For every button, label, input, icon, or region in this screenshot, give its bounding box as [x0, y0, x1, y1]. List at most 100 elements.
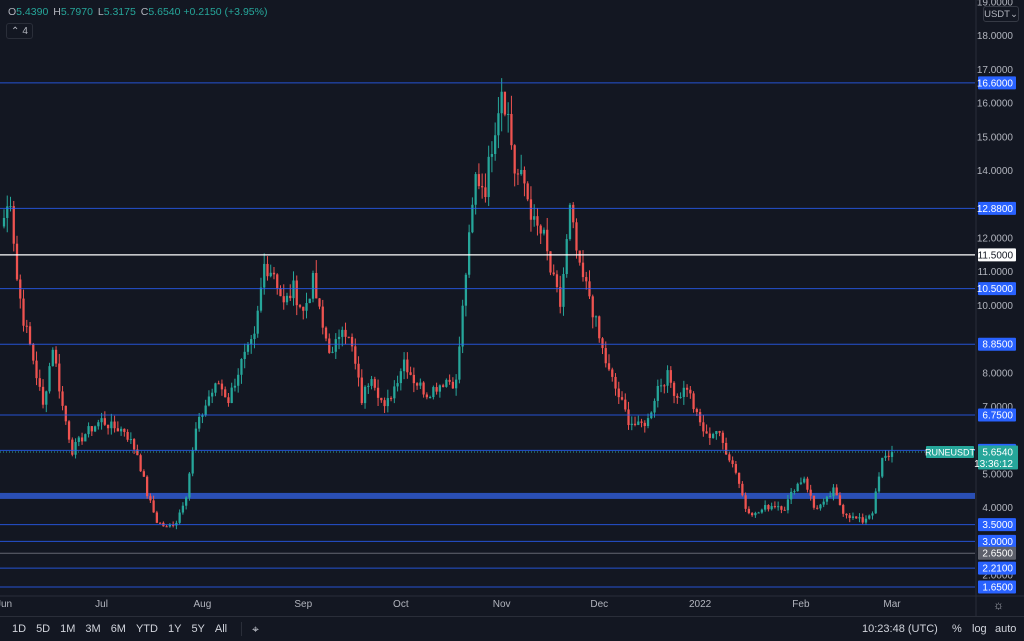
- candle-body: [28, 326, 32, 345]
- candle-body: [523, 169, 526, 184]
- level-label: 1.6500: [982, 582, 1013, 593]
- candle-body: [328, 338, 331, 353]
- range-5y[interactable]: 5Y: [191, 623, 205, 635]
- candle-body: [598, 316, 601, 339]
- candle-body: [594, 316, 598, 318]
- candle-body: [396, 383, 399, 387]
- candle-body: [113, 421, 116, 429]
- candle-body: [516, 173, 520, 175]
- candle-body: [526, 183, 529, 200]
- level-label: 3.5000: [982, 520, 1013, 531]
- range-1y[interactable]: 1Y: [167, 623, 182, 635]
- candle-body: [757, 512, 760, 514]
- candle-body: [510, 113, 513, 146]
- candle-body: [877, 476, 881, 492]
- candle-body: [142, 471, 146, 477]
- candle-body: [441, 385, 445, 387]
- candle-body: [546, 229, 549, 252]
- range-5d[interactable]: 5D: [36, 623, 51, 635]
- candle-body: [816, 507, 819, 509]
- close-value: 5.6540: [148, 6, 181, 18]
- time-tick-label: Nov: [493, 599, 511, 610]
- range-all[interactable]: All: [214, 623, 228, 635]
- candle-body: [250, 339, 253, 345]
- range-3m[interactable]: 3M: [85, 623, 101, 635]
- candle-body: [620, 397, 624, 400]
- gear-icon[interactable]: ☼: [993, 598, 1004, 612]
- time-tick-label: Sep: [294, 599, 312, 610]
- level-label: 10.5000: [977, 284, 1014, 295]
- candle-body: [822, 501, 825, 505]
- candle-body: [806, 478, 809, 490]
- candle-body: [383, 400, 386, 407]
- candle-body: [461, 305, 464, 347]
- candle-body: [230, 387, 233, 404]
- candle-body: [87, 426, 90, 435]
- candle-body: [581, 262, 585, 278]
- candle-body: [302, 306, 305, 311]
- candle-body: [513, 145, 516, 174]
- candle-body: [445, 379, 448, 387]
- time-tick-label: Jul: [95, 599, 108, 610]
- utc-clock[interactable]: 10:23:48 (UTC): [862, 623, 938, 635]
- candle-body: [126, 431, 129, 440]
- price-chart[interactable]: 19.0000 18.0000 17.0000 16.0000 15.0000 14.00…: [0, 0, 1024, 616]
- candle-body: [181, 505, 185, 513]
- range-ytd[interactable]: YTD: [135, 623, 158, 635]
- candle-body: [500, 91, 503, 114]
- candle-body: [220, 383, 224, 390]
- candle-body: [464, 274, 468, 306]
- candle-body: [380, 397, 383, 401]
- range-6m[interactable]: 6M: [110, 623, 126, 635]
- candle-body: [604, 348, 607, 364]
- candle-body: [152, 500, 155, 513]
- level-label-bg: [978, 580, 1016, 594]
- candle-body: [324, 327, 328, 339]
- level-label: 16.6000: [977, 78, 1014, 89]
- chevron-down-icon: ⌄: [1009, 8, 1018, 20]
- candle-body: [155, 512, 159, 523]
- candle-body: [624, 399, 627, 410]
- indicators-toggle[interactable]: ⌃ 4: [6, 23, 33, 39]
- candle-body: [204, 405, 207, 416]
- currency-select[interactable]: USDT ⌄: [983, 6, 1019, 22]
- candle-body: [679, 396, 682, 398]
- time-tick-label: 2022: [689, 599, 712, 610]
- candle-body: [399, 371, 402, 384]
- candle-body: [585, 277, 588, 282]
- percent-scale-toggle[interactable]: %: [952, 623, 962, 635]
- candle-body: [207, 396, 211, 406]
- candle-body: [389, 398, 393, 400]
- candle-body: [474, 174, 477, 205]
- candle-body: [211, 392, 214, 397]
- candle-body: [835, 487, 838, 496]
- candle-body: [520, 169, 523, 175]
- auto-scale-toggle[interactable]: auto: [995, 623, 1017, 635]
- candle-body: [572, 204, 575, 223]
- log-scale-toggle[interactable]: log: [972, 623, 987, 635]
- time-tick-label: Oct: [393, 599, 409, 610]
- price-tick-label: 16.0000: [977, 99, 1014, 110]
- candle-body: [243, 351, 246, 360]
- candle-body: [373, 379, 376, 388]
- candle-body: [451, 381, 455, 389]
- candle-body: [780, 506, 783, 510]
- candle-body: [341, 329, 344, 337]
- candle-body: [165, 526, 168, 528]
- level-label-bg: [978, 546, 1016, 560]
- candle-body: [887, 455, 890, 457]
- range-1d[interactable]: 1D: [12, 623, 27, 635]
- candle-body: [438, 385, 442, 392]
- candle-body: [494, 135, 497, 155]
- level-label-bg: [978, 201, 1016, 215]
- range-1m[interactable]: 1M: [60, 623, 76, 635]
- candle-body: [311, 272, 315, 299]
- candle-body: [116, 428, 119, 432]
- candle-body: [682, 387, 685, 397]
- candle-body: [334, 339, 337, 352]
- candle-body: [188, 473, 191, 498]
- candle-body: [637, 421, 640, 425]
- price-tick-label: 7.0000: [982, 402, 1013, 413]
- calendar-range-icon[interactable]: ⌖: [252, 621, 259, 636]
- candle-body: [266, 263, 269, 277]
